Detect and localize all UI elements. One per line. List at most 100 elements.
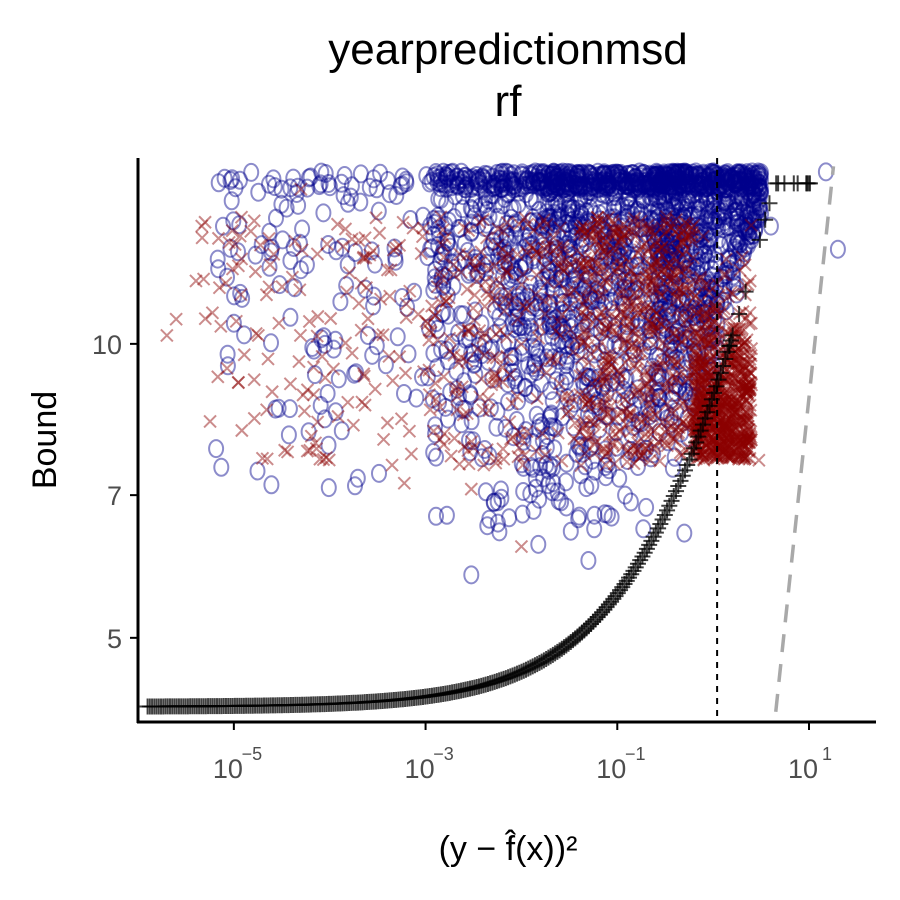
- circle-point: [544, 311, 560, 331]
- circle-point: [579, 255, 596, 275]
- circle-point: [729, 213, 746, 233]
- circle-point: [691, 174, 708, 194]
- circle-point: [652, 277, 669, 297]
- plus-point: [654, 511, 671, 528]
- circle-point: [619, 389, 636, 409]
- cross-point: [437, 370, 451, 384]
- circle-point: [484, 369, 501, 389]
- circle-point: [644, 357, 661, 377]
- circle-point: [678, 289, 695, 309]
- circle-point: [421, 173, 438, 193]
- circle-point: [560, 169, 577, 189]
- circle-point: [479, 165, 496, 185]
- circle-point: [656, 163, 673, 183]
- circle-point: [654, 283, 671, 303]
- circle-point: [313, 329, 330, 349]
- circle-point: [449, 167, 466, 187]
- circle-point: [829, 239, 846, 259]
- circle-point: [739, 175, 756, 195]
- circle-point: [227, 178, 244, 198]
- circle-point: [612, 168, 628, 188]
- circle-point: [458, 175, 475, 195]
- circle-point: [652, 175, 669, 195]
- circle-point: [619, 175, 636, 195]
- circle-point: [387, 247, 404, 267]
- circle-point: [667, 197, 684, 217]
- circle-point: [640, 300, 657, 320]
- circle-point: [366, 254, 383, 274]
- circle-point: [651, 300, 668, 320]
- circle-point: [523, 191, 540, 211]
- circle-point: [469, 172, 486, 192]
- circle-point: [489, 513, 506, 533]
- circle-point: [422, 239, 439, 259]
- circle-point: [559, 205, 576, 225]
- circle-point: [539, 219, 556, 239]
- circle-point: [564, 280, 581, 300]
- circle-point: [456, 179, 473, 199]
- circle-point: [545, 226, 561, 246]
- circle-point: [555, 177, 571, 197]
- circle-point: [655, 250, 672, 270]
- circle-point: [566, 393, 583, 413]
- circle-point: [364, 345, 381, 365]
- circle-point: [598, 231, 615, 251]
- cross-point: [244, 224, 258, 238]
- circle-point: [294, 219, 311, 239]
- circle-point: [710, 178, 727, 198]
- circle-point: [505, 261, 522, 281]
- circle-point: [575, 218, 592, 238]
- circle-point: [620, 188, 637, 208]
- circle-point: [580, 212, 597, 232]
- circle-point: [530, 534, 547, 554]
- circle-point: [685, 232, 702, 251]
- circle-point: [555, 179, 572, 198]
- circle-point: [462, 322, 479, 342]
- circle-point: [485, 231, 502, 251]
- circle-point: [427, 163, 444, 182]
- circle-point: [267, 399, 284, 419]
- circle-point: [398, 170, 414, 190]
- circle-point: [753, 183, 769, 202]
- circle-point: [541, 261, 557, 281]
- circle-point: [612, 163, 629, 183]
- circle-point: [613, 169, 630, 189]
- circle-point: [746, 183, 763, 203]
- circle-point: [714, 216, 731, 236]
- circle-point: [609, 406, 626, 426]
- circle-point: [678, 163, 695, 183]
- circle-point: [567, 289, 584, 309]
- circle-point: [577, 456, 594, 476]
- circle-point: [480, 190, 497, 210]
- circle-point: [673, 277, 690, 297]
- y-tick-label: 5: [107, 624, 122, 654]
- circle-point: [592, 285, 609, 304]
- circle-point: [725, 190, 741, 210]
- circle-point: [528, 405, 545, 425]
- circle-point: [741, 175, 757, 195]
- circle-point: [694, 305, 711, 324]
- circle-point: [506, 347, 523, 367]
- circle-point: [752, 182, 769, 202]
- circle-point: [718, 173, 735, 193]
- circle-point: [677, 309, 694, 329]
- circle-point: [533, 284, 549, 304]
- circle-point: [610, 171, 627, 191]
- circle-point: [597, 467, 614, 487]
- circle-point: [615, 380, 632, 400]
- circle-point: [443, 253, 460, 273]
- circle-point: [557, 472, 574, 492]
- circle-point: [623, 173, 640, 193]
- y-axis-label: Bound: [26, 391, 64, 489]
- circle-point: [584, 335, 601, 355]
- cross-point: [248, 264, 263, 279]
- dashed-reference-line: [774, 166, 836, 712]
- circle-point: [545, 162, 562, 182]
- cross-point: [394, 412, 409, 426]
- circle-point: [570, 509, 587, 529]
- circle-point: [441, 211, 457, 231]
- circle-point: [590, 368, 607, 388]
- circle-point: [617, 208, 634, 228]
- circle-point: [485, 232, 502, 252]
- circle-point: [556, 171, 573, 191]
